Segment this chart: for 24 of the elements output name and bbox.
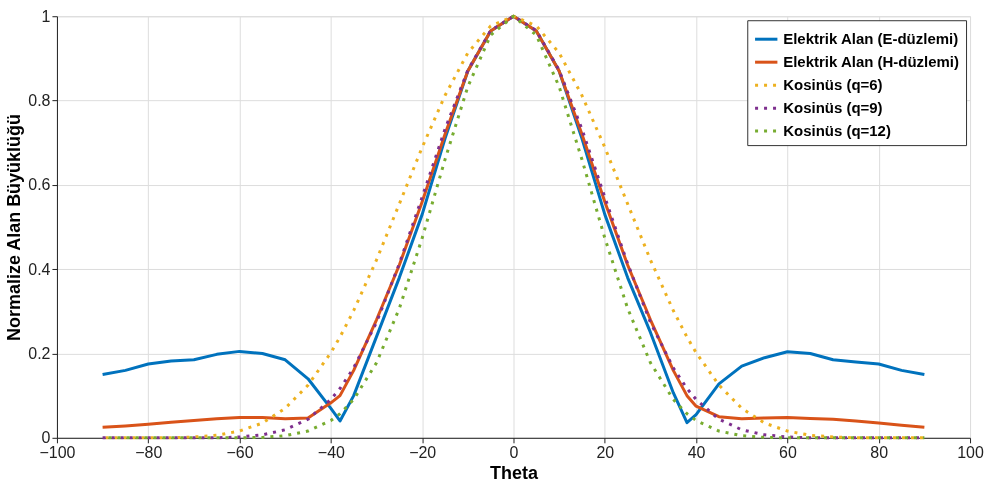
- y-tick-label: 1: [41, 7, 51, 25]
- y-tick-label: 0.6: [28, 176, 51, 194]
- x-tick-label: −80: [135, 444, 163, 462]
- x-tick-label: −60: [226, 444, 254, 462]
- x-tick-label: −20: [409, 444, 437, 462]
- y-tick-label: 0.8: [28, 92, 51, 110]
- x-tick-label: −40: [317, 444, 346, 462]
- y-tick-label: 0: [41, 429, 51, 447]
- legend-label: Kosinüs (q=12): [783, 122, 891, 140]
- x-tick-label: 0: [509, 444, 519, 462]
- legend-label: Elektrik Alan (H-düzlemi): [783, 53, 960, 71]
- x-axis-title: Theta: [490, 463, 539, 484]
- legend-label: Elektrik Alan (E-düzlemi): [783, 30, 959, 48]
- x-tick-label: −100: [39, 444, 76, 462]
- y-tick-label: 0.2: [28, 344, 51, 362]
- x-tick-label: 80: [870, 444, 889, 462]
- x-tick-label: 40: [687, 444, 706, 462]
- x-tick-label: 100: [957, 444, 984, 462]
- legend-label: Kosinüs (q=6): [783, 76, 883, 94]
- x-tick-label: 60: [779, 444, 797, 462]
- legend-label: Kosinüs (q=9): [783, 99, 883, 117]
- y-axis-title: Normalize Alan Büyüklüğü: [4, 114, 25, 342]
- x-tick-label: 20: [596, 444, 615, 462]
- y-tick-label: 0.4: [28, 260, 51, 278]
